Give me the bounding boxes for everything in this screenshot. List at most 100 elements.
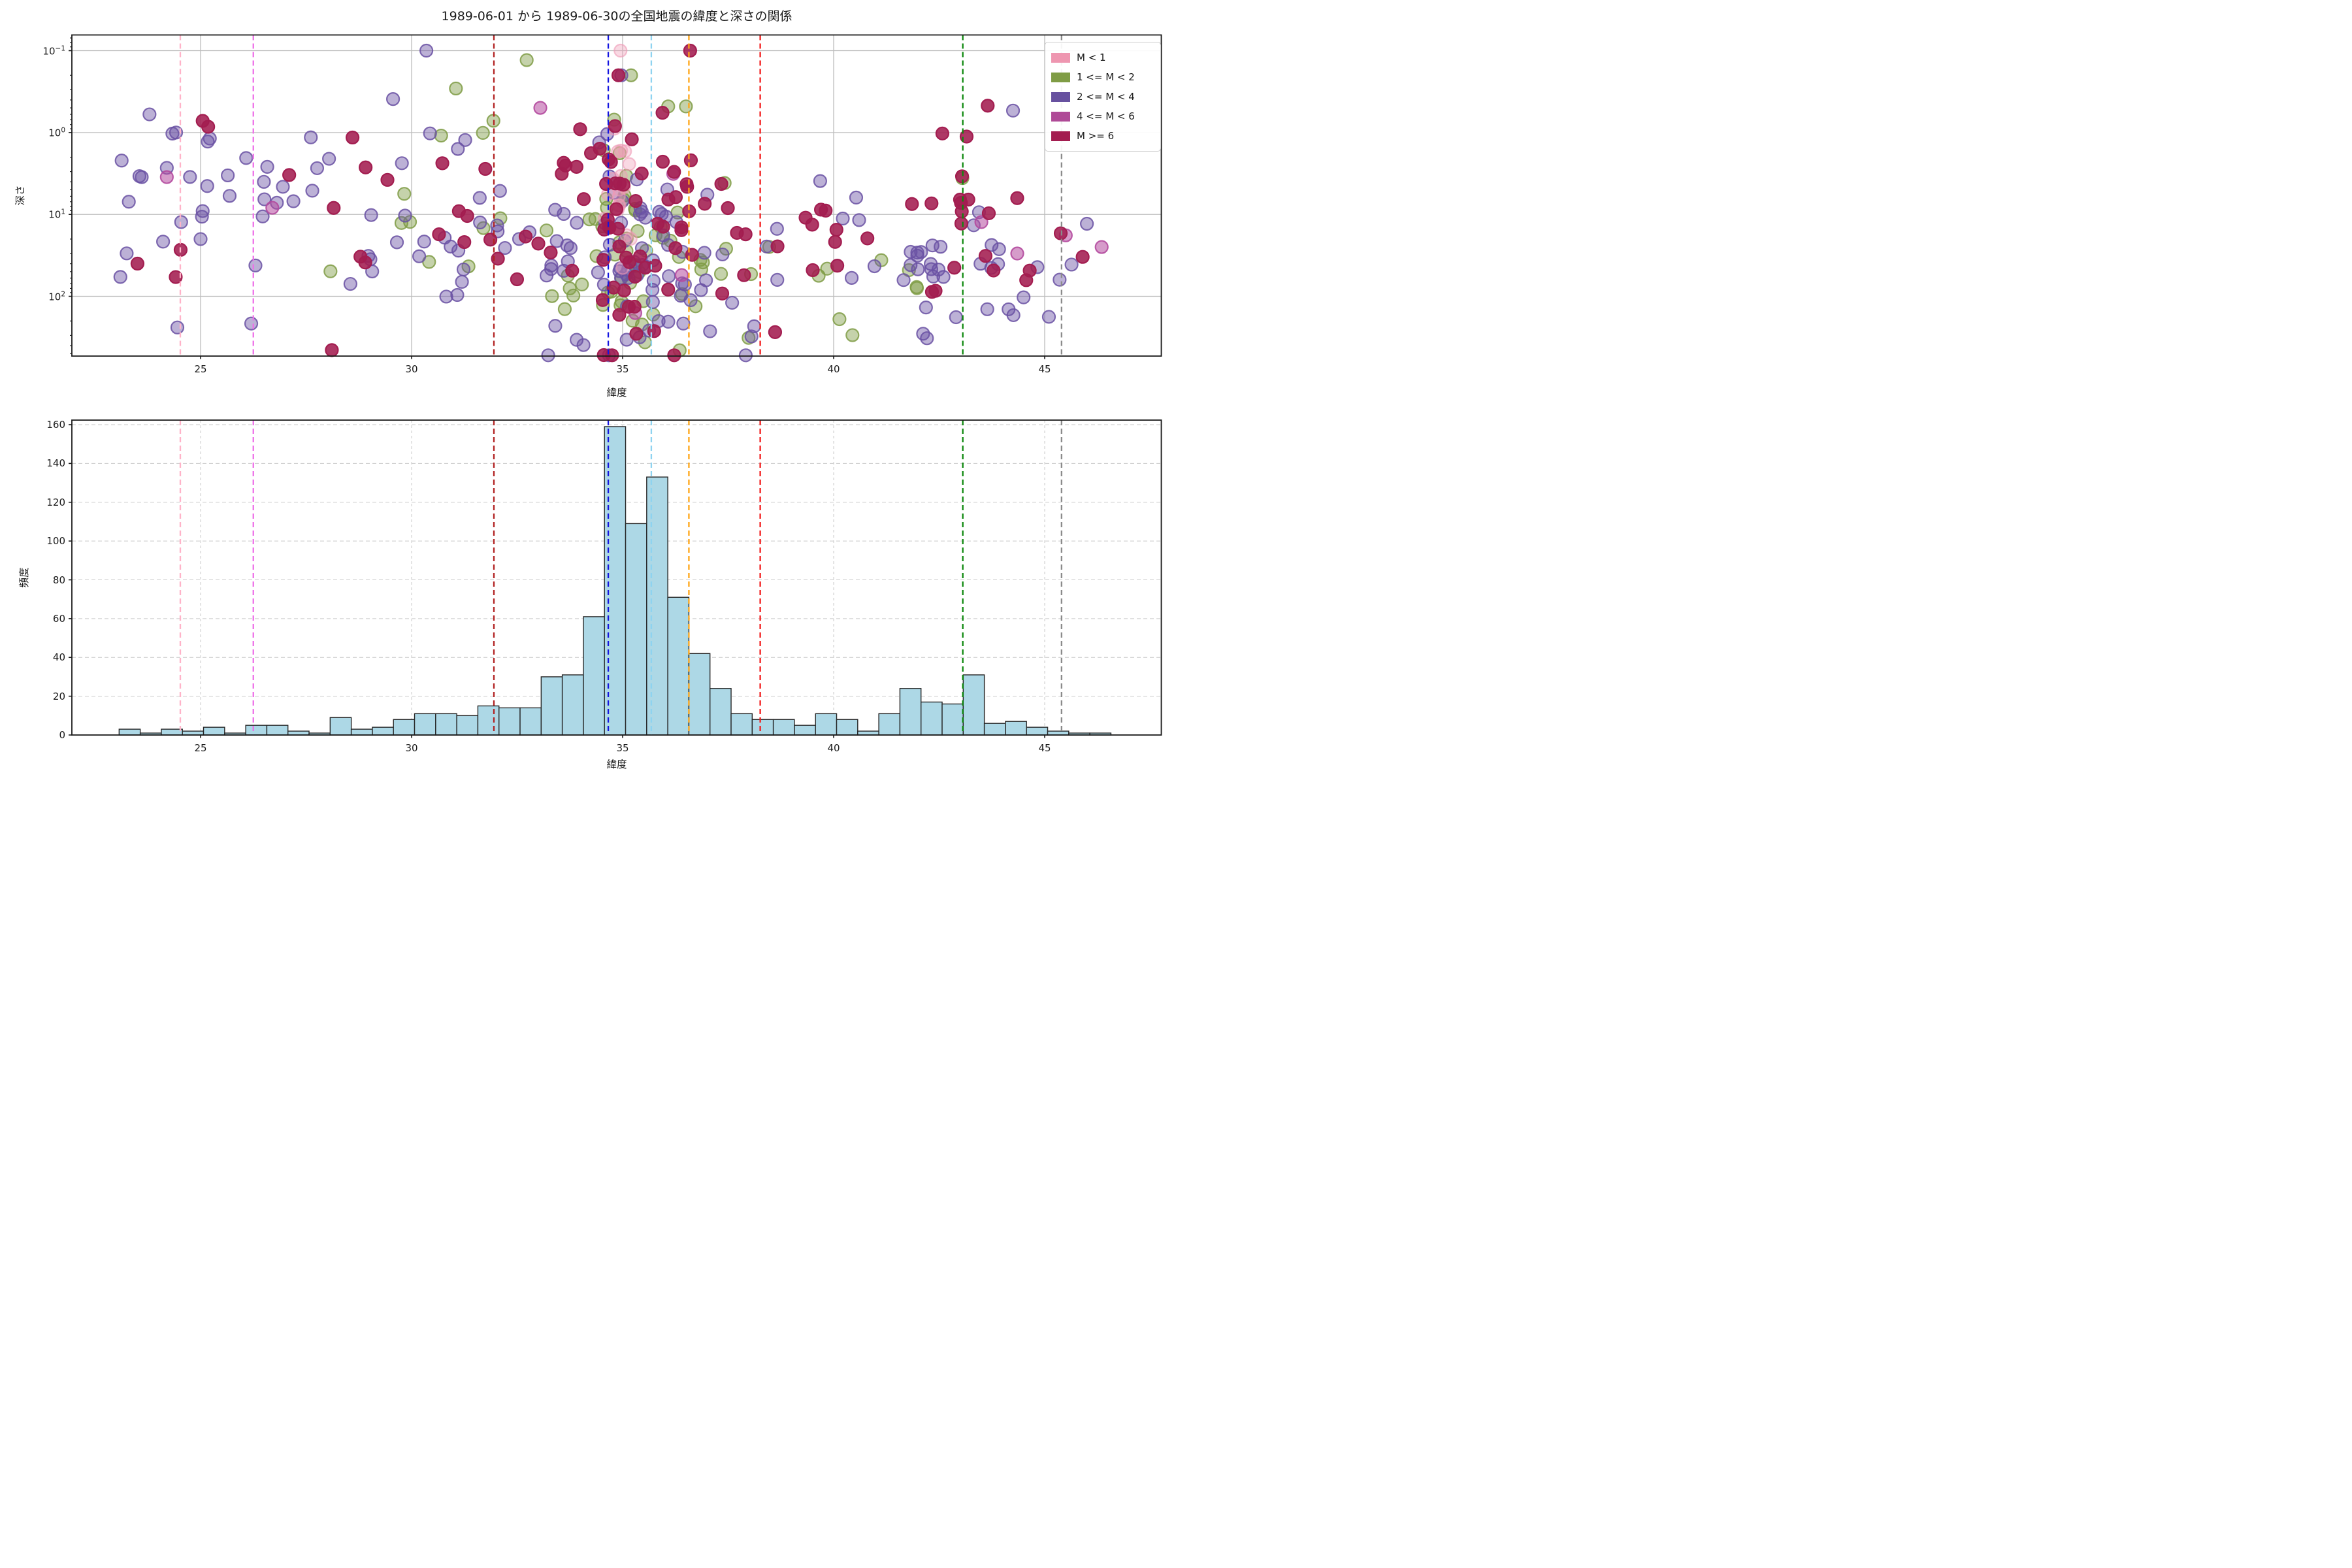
hist-bar: [688, 653, 711, 736]
hist-bar: [962, 674, 985, 736]
data-point-purple: [699, 273, 713, 287]
data-point-crimson: [613, 176, 627, 191]
data-point-purple: [770, 221, 784, 236]
data-point-purple: [395, 156, 409, 171]
data-point-crimson: [1075, 250, 1090, 264]
hist-bar: [161, 728, 183, 736]
data-point-crimson: [647, 324, 661, 338]
data-point-purple: [738, 348, 753, 363]
data-point-purple: [744, 329, 759, 344]
data-point-olive: [713, 267, 728, 281]
data-point-purple: [1017, 290, 1031, 304]
legend-swatch-purple: [1051, 91, 1070, 102]
legend-label: 1 <= M < 2: [1077, 71, 1135, 83]
scatter-axes-box: [71, 34, 1162, 357]
data-point-crimson: [478, 161, 493, 176]
hist-y-tick-40: 40: [52, 651, 65, 664]
data-point-purple: [201, 135, 215, 149]
data-point-crimson: [685, 248, 699, 262]
data-point-purple: [364, 208, 378, 222]
data-point-olive: [434, 128, 448, 143]
data-point-purple: [260, 159, 274, 174]
hist-bar: [836, 719, 858, 736]
hist-bar: [561, 674, 584, 736]
data-point-purple: [896, 273, 911, 287]
data-point-olive: [476, 125, 490, 140]
data-point-olive: [566, 288, 581, 302]
data-point-purple: [725, 295, 740, 310]
data-point-crimson: [987, 263, 1001, 278]
hist-bar: [710, 688, 732, 736]
data-point-crimson: [634, 167, 649, 181]
data-point-crimson: [935, 126, 950, 140]
data-point-purple: [183, 170, 197, 184]
scatter-y-tick-10e−1: 10−1: [42, 44, 65, 57]
data-point-crimson: [674, 220, 689, 235]
scatter-xlabel: 緯度: [606, 387, 627, 399]
data-point-crimson: [655, 106, 670, 120]
data-point-crimson: [629, 194, 643, 208]
hist-bar: [625, 523, 647, 736]
data-point-purple: [142, 107, 157, 122]
hist-bar: [794, 725, 816, 736]
data-point-crimson: [656, 220, 670, 234]
data-point-purple: [703, 324, 717, 338]
data-point-crimson: [905, 197, 919, 211]
data-point-purple: [541, 348, 555, 363]
data-point-purple: [661, 314, 676, 329]
data-point-crimson: [451, 204, 466, 218]
hist-bar: [245, 725, 268, 736]
data-point-crimson: [661, 282, 676, 297]
data-point-olive: [832, 312, 847, 327]
data-point-crimson: [518, 229, 533, 244]
data-point-crimson: [698, 197, 712, 211]
data-point-crimson: [830, 259, 845, 273]
data-point-crimson: [201, 120, 216, 134]
data-point-purple: [305, 184, 319, 198]
data-point-crimson: [954, 216, 969, 231]
data-point-purple: [638, 210, 653, 225]
hist-bar: [730, 713, 753, 736]
data-point-crimson: [628, 269, 642, 284]
hist-bar: [772, 719, 795, 736]
data-point-crimson: [327, 201, 341, 215]
data-point-purple: [419, 43, 434, 58]
data-point-purple: [389, 235, 404, 250]
data-point-crimson: [981, 99, 995, 113]
data-point-purple: [570, 333, 584, 347]
data-point-purple: [697, 246, 711, 260]
data-point-purple: [490, 218, 504, 233]
data-point-purple: [439, 289, 453, 304]
data-point-crimson: [612, 308, 627, 322]
data-point-crimson: [380, 172, 395, 187]
data-point-purple: [456, 262, 471, 277]
hist-y-tick-160: 160: [46, 419, 65, 431]
data-point-purple: [645, 295, 660, 310]
data-point-purple: [195, 204, 210, 218]
legend-swatch-olive: [1051, 72, 1070, 82]
scatter-points-crimson: [130, 43, 1090, 363]
hist-bar: [372, 727, 394, 736]
data-point-crimson: [358, 255, 372, 270]
data-point-crimson: [714, 176, 728, 191]
data-point-crimson: [721, 201, 735, 216]
data-point-crimson: [633, 249, 647, 263]
scatter-y-tick-10e0: 100: [48, 126, 65, 139]
data-point-purple: [174, 215, 188, 229]
data-point-crimson: [667, 348, 681, 363]
hist-bars: [118, 426, 1112, 736]
hist-bar: [498, 707, 521, 736]
data-point-crimson: [806, 263, 820, 278]
data-point-crimson: [359, 160, 373, 174]
data-point-crimson: [544, 245, 558, 260]
data-point-crimson: [1053, 226, 1068, 240]
data-point-crimson: [565, 263, 580, 278]
data-point-purple: [591, 265, 606, 280]
scatter-y-tick-10e1: 101: [48, 208, 65, 221]
data-point-olive: [845, 328, 860, 342]
data-point-purple: [539, 269, 554, 283]
data-point-crimson: [629, 327, 644, 341]
legend: M < 1 1 <= M < 2 2 <= M < 4 4 <= M < 6 M…: [1045, 42, 1161, 152]
data-point-crimson: [596, 253, 611, 267]
data-point-purple: [916, 327, 930, 341]
